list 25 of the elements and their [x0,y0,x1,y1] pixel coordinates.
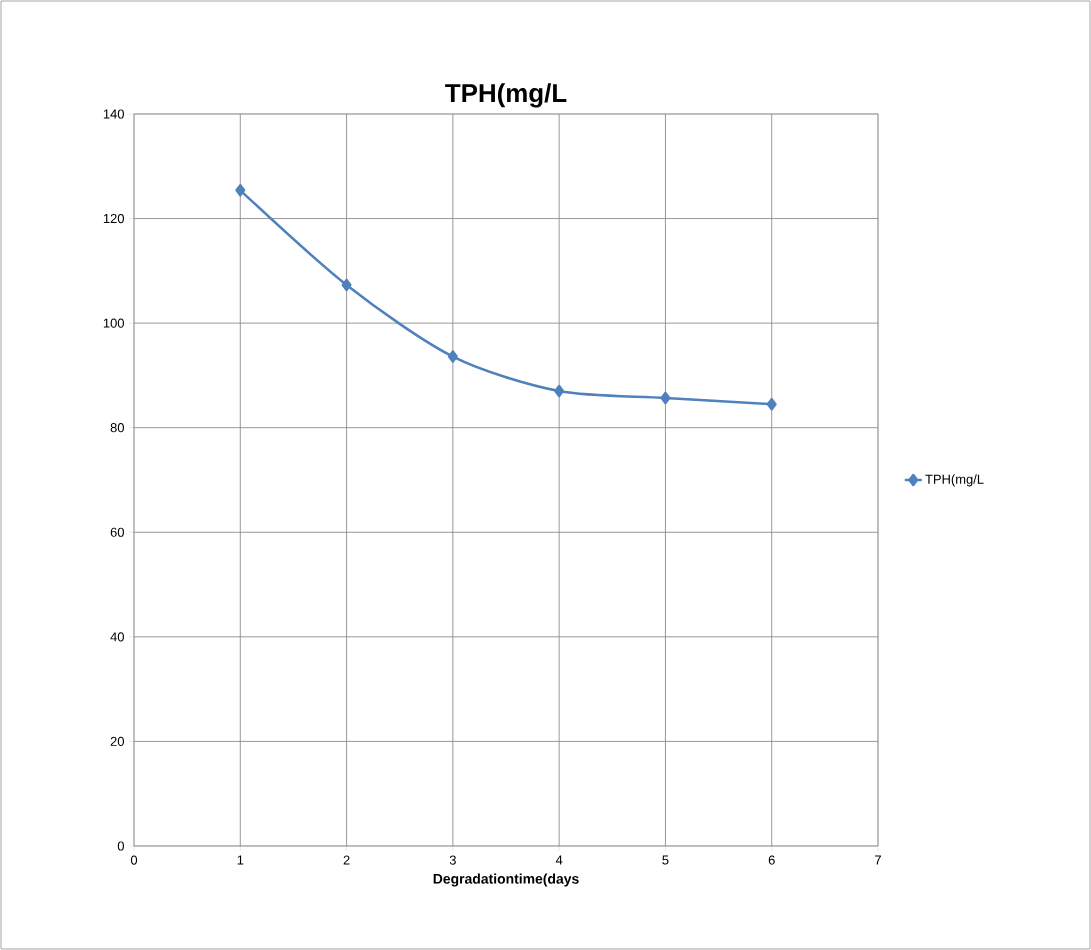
x-tick-label: 0 [130,855,138,865]
point [235,184,246,197]
point [660,391,671,405]
point [341,278,352,292]
x-tick-label: 7 [875,855,881,865]
x-tick-label: 2 [343,855,350,865]
x-tick-label: 6 [768,855,775,865]
x-tick-label: 3 [449,855,456,865]
point [554,384,565,398]
y-tick-label: 40 [110,632,124,642]
y-tick-label: 0 [117,841,124,851]
y-tick-label: 120 [103,213,124,224]
point [766,397,777,411]
x-tick-label: 1 [237,855,244,865]
y-tick-label: 140 [103,109,124,119]
y-tick-label: 60 [110,527,124,537]
y-tick-label: 80 [110,423,124,433]
y-tick-label: 20 [110,736,124,746]
legend-label: TPH(mg/L [925,474,984,487]
chart-title: TPH(mg/L [445,83,567,108]
x-tick-label: 5 [662,855,669,865]
point [447,350,458,363]
y-tick-label: 100 [103,318,124,328]
x-axis-title: Degradationtime(days [433,873,579,887]
x-tick-label: 4 [555,855,563,865]
